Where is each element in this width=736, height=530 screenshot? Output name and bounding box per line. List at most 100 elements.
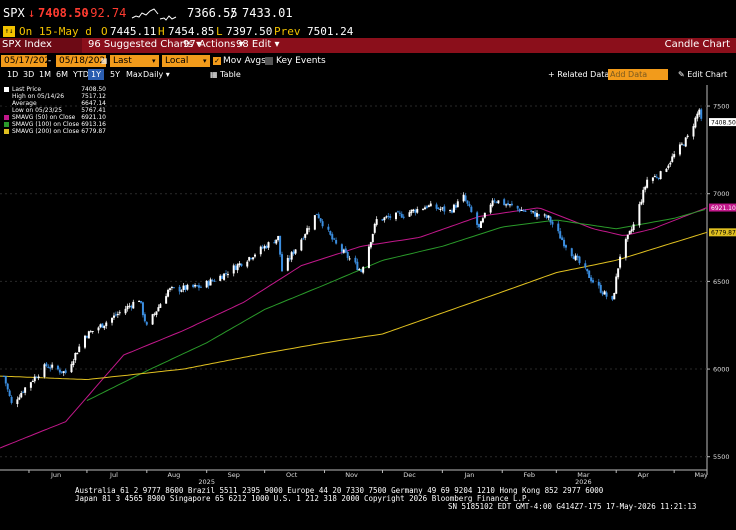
candle-body (559, 231, 562, 239)
candle-body (356, 261, 359, 271)
legend-entry: Last Price 7408.50 (4, 86, 106, 93)
moving-average-line (86, 209, 706, 402)
candle-body (385, 216, 388, 218)
candle-body (267, 242, 270, 248)
candle-body (33, 376, 36, 382)
candle-body (537, 214, 540, 216)
frequency-select[interactable]: Daily ▾ (143, 70, 170, 79)
candle-body (495, 202, 498, 204)
period-button-1y[interactable]: 1Y (88, 69, 104, 80)
legend-swatch (4, 101, 9, 106)
legend-label: SMAVG (200) on Close (12, 128, 80, 135)
period-button-1d[interactable]: 1D (7, 70, 19, 79)
value-tag-box (709, 118, 736, 127)
chevron-down-icon[interactable]: ▾ (203, 57, 207, 65)
candle-body (429, 203, 432, 207)
x-tick-label: Jul (109, 471, 118, 479)
price-field-select[interactable]: Last Price (110, 55, 159, 78)
candle-body (6, 383, 9, 390)
candle-body (168, 288, 171, 290)
candle-body (226, 274, 229, 276)
period-button-max[interactable]: Max (126, 70, 143, 79)
candle-body (8, 390, 11, 397)
candle-body (70, 364, 73, 373)
plus-icon: + (548, 70, 558, 79)
candle-chart[interactable]: 5500 6000 6500 7000 7500 Jun Jul Aug Sep Oct Nov De… (0, 81, 736, 485)
candle-body (24, 387, 27, 393)
x-tick-label: Feb (524, 471, 536, 479)
table-button[interactable]: ▦ Table (210, 69, 241, 80)
candle-body (130, 306, 133, 308)
candle-body (563, 239, 566, 247)
calendar-icon[interactable]: ▦ (101, 57, 108, 65)
candle-body (416, 208, 419, 213)
actions-label: Actions (198, 39, 236, 50)
candle-body (304, 234, 307, 238)
candle-body (520, 209, 523, 211)
candle-body (143, 314, 146, 322)
add-data-input[interactable]: Add Data (608, 69, 668, 80)
range-separator: / (230, 6, 238, 20)
candle-body (321, 221, 324, 227)
candle-body (45, 363, 48, 366)
candle-body (680, 143, 683, 145)
candle-body (590, 277, 593, 282)
candle-body (145, 322, 148, 325)
candle-body (197, 285, 200, 288)
currency-select[interactable]: Local CCY (162, 55, 210, 78)
chevron-down-icon[interactable]: ▾ (152, 57, 156, 65)
edit-button[interactable]: 98 Edit ▾ (236, 39, 280, 50)
legend-entry: Average 6647.14 (4, 100, 106, 107)
candle-body (209, 279, 212, 286)
footer-line-1: Australia 61 2 9777 8600 Brazil 5511 239… (75, 486, 604, 495)
related-data-label: Related Data (557, 70, 610, 79)
related-data-button[interactable]: + Related Data ▾ (548, 69, 616, 80)
candle-body (319, 218, 322, 222)
pencil-icon: ✎ (678, 70, 688, 79)
edit-chart-button[interactable]: ✎ Edit Chart (678, 69, 727, 80)
candle-body (259, 246, 262, 255)
candle-body (240, 263, 243, 266)
candle-body (642, 189, 645, 203)
ohlc-row: ↑↓ On 15-May d O 7445.11 H 7454.85 L 739… (0, 24, 736, 38)
period-button-5y[interactable]: 5Y (110, 70, 120, 79)
low-label: L (216, 25, 223, 38)
candle-body (369, 242, 372, 248)
table-icon: ▦ (210, 70, 221, 79)
candle-body (10, 396, 13, 403)
suggested-charts-button[interactable]: 96 Suggested Charts ▾ (88, 39, 202, 50)
security-box[interactable]: SPX Index (0, 38, 82, 53)
candle-body (178, 286, 181, 292)
date-to-input[interactable]: 05/18/2026 (56, 55, 111, 67)
legend-swatch (4, 94, 9, 99)
mov-avgs-checkbox[interactable]: ✓ (213, 57, 221, 65)
legend-label: Last Price (12, 86, 42, 93)
candle-body (170, 287, 173, 289)
edit-label: Edit (251, 39, 272, 50)
legend-label: Low on 05/23/25 (12, 107, 63, 114)
net-change: -92.74 (83, 6, 127, 20)
candle-body (124, 308, 127, 314)
period-button-1m[interactable]: 1M (39, 70, 51, 79)
candle-body (128, 305, 131, 307)
candle-body (302, 238, 305, 240)
actions-button[interactable]: 97 Actions ▾ (183, 39, 244, 50)
prev-value: 7501.24 (307, 25, 354, 38)
candle-body (97, 327, 100, 331)
candle-body (205, 280, 208, 288)
candle-body (574, 255, 577, 261)
key-events-checkbox[interactable] (265, 57, 273, 65)
candle-body (605, 292, 608, 297)
candle-body (684, 137, 687, 147)
period-button-ytd[interactable]: YTD (73, 70, 89, 79)
candle-body (387, 215, 390, 218)
period-button-3d[interactable]: 3D (23, 70, 35, 79)
footer: Australia 61 2 9777 8600 Brazil 5511 239… (0, 486, 736, 530)
date-from-input[interactable]: 05/17/2025 (1, 55, 56, 67)
candle-body (60, 371, 63, 373)
value-tag-label: 6779.87 (711, 230, 736, 237)
period-button-6m[interactable]: 6M (56, 70, 68, 79)
candle-body (138, 301, 141, 303)
candle-body (2, 375, 5, 377)
x-tick-label: Oct (286, 471, 298, 479)
